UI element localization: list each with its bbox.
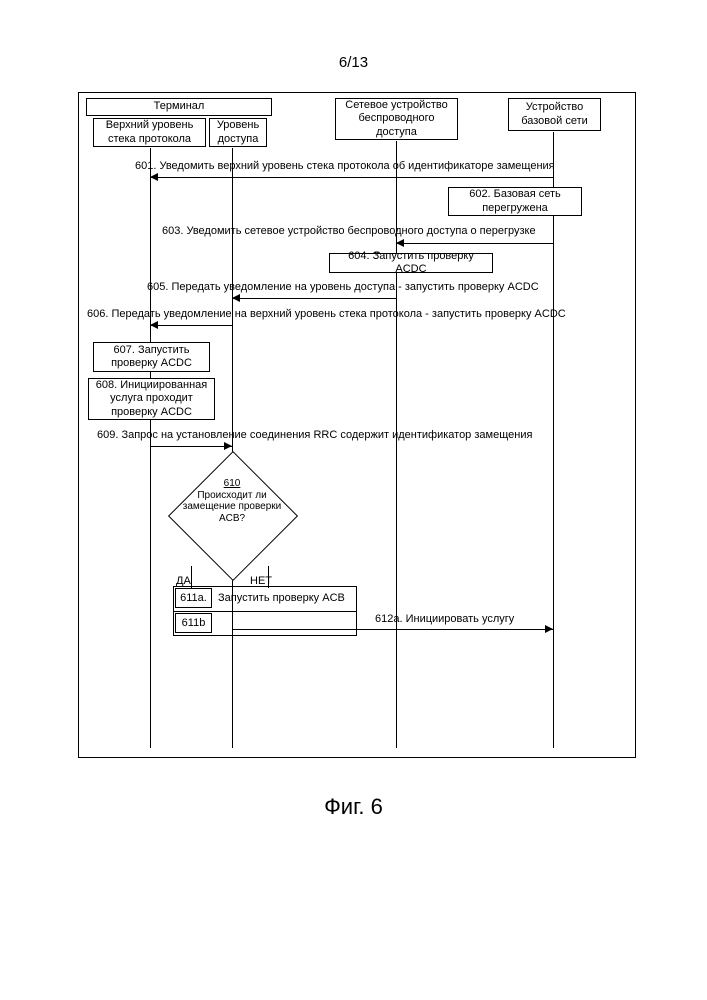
actor-wireless-device: Сетевое устройство беспроводного доступа [335, 98, 458, 140]
box-602: 602. Базовая сеть перегружена [448, 187, 582, 216]
line-yes [191, 566, 192, 588]
arrow-609-head [224, 442, 232, 450]
lifeline-upper [150, 148, 151, 748]
msg-603: 603. Уведомить сетевое устройство беспро… [162, 225, 536, 237]
msg-601: 601. Уведомить верхний уровень стека про… [135, 160, 555, 172]
box-607: 607. Запустить проверку ACDC [93, 342, 210, 372]
arrow-609 [150, 446, 232, 447]
diamond-610-text: 610 Происходит ли замещение проверки ACB… [177, 478, 287, 524]
lifeline-core [553, 132, 554, 748]
box-608: 608. Инициированная услуга проходит пров… [88, 378, 215, 420]
arrow-601 [150, 177, 553, 178]
actor-core-device: Устройство базовой сети [508, 98, 601, 131]
arrow-612a [232, 629, 553, 630]
arrow-603 [396, 243, 553, 244]
msg-609: 609. Запрос на установление соединения R… [97, 429, 532, 441]
arrow-612a-head [545, 625, 553, 633]
box-604b: 604. Запустить проверку ACDC [329, 253, 493, 273]
page: 6/13 Терминал Верхний уровень стека прот… [0, 0, 707, 1000]
arrow-601-head [150, 173, 158, 181]
arrow-605-head [232, 294, 240, 302]
actor-terminal: Терминал [86, 98, 272, 116]
arrow-605 [232, 298, 396, 299]
msg-612a: 612a. Инициировать услугу [375, 613, 514, 625]
msg-605: 605. Передать уведомление на уровень дос… [147, 281, 539, 293]
diamond-610-num: 610 [177, 478, 287, 490]
diamond-610-body: Происходит ли замещение проверки ACB? [177, 490, 287, 525]
row-611b-border [173, 611, 357, 636]
msg-606: 606. Передать уведомление на верхний уро… [87, 308, 566, 320]
actor-access-level: Уровень доступа [209, 118, 267, 147]
figure-caption: Фиг. 6 [0, 794, 707, 820]
line-no [268, 566, 269, 588]
actor-upper-stack: Верхний уровень стека протокола [93, 118, 206, 147]
arrow-606 [150, 325, 232, 326]
page-number: 6/13 [0, 54, 707, 71]
arrow-603-head [396, 239, 404, 247]
lifeline-access [232, 148, 233, 748]
arrow-606-head [150, 321, 158, 329]
row-611a-border [173, 586, 357, 612]
